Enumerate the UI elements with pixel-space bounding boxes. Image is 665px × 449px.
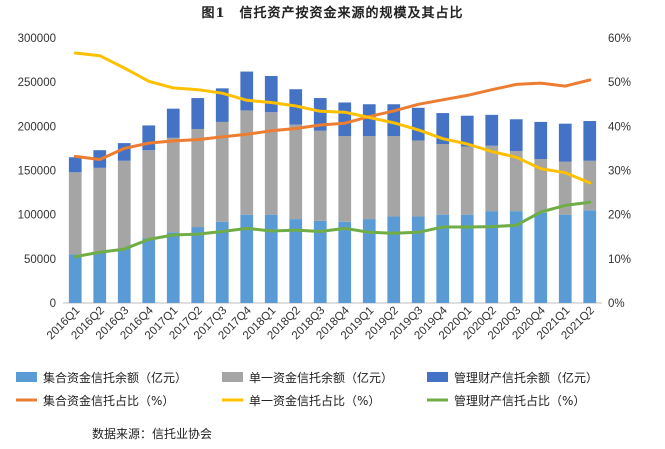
bar-single-2016Q4 <box>142 150 156 239</box>
legend-label: 单一资金信托余额（亿元） <box>249 370 393 385</box>
legend-label: 集合资金信托余额（亿元） <box>43 370 187 385</box>
bar-single-2018Q4 <box>338 136 352 222</box>
x-tick-labels: 2016Q12016Q22016Q32016Q42017Q12017Q22017… <box>45 304 597 342</box>
y-left-tick-label: 200000 <box>18 121 56 133</box>
bar-property-2020Q3 <box>509 119 523 152</box>
bar-collective-2020Q2 <box>485 211 499 303</box>
bar-collective-2016Q3 <box>117 248 131 303</box>
bar-single-2019Q2 <box>387 136 401 217</box>
bar-property-2017Q2 <box>191 98 205 129</box>
y-right-tick-label: 60% <box>608 33 631 45</box>
source-note: 数据来源：信托业协会 <box>92 427 213 441</box>
bar-collective-2020Q4 <box>534 212 548 303</box>
bar-single-2017Q3 <box>215 121 229 222</box>
bar-collective-2019Q1 <box>362 219 376 303</box>
bar-collective-2019Q2 <box>387 216 401 303</box>
y-left-tick-label: 50000 <box>24 254 56 266</box>
legend-label: 管理财产信托占比（%） <box>454 393 585 408</box>
bar-property-2021Q1 <box>558 123 572 162</box>
y-left-tick-label: 300000 <box>18 33 56 45</box>
bar-single-2016Q3 <box>117 160 131 249</box>
legend-swatch <box>427 372 448 382</box>
bar-collective-2018Q2 <box>289 219 303 303</box>
bar-collective-2019Q3 <box>411 216 425 303</box>
bar-collective-2018Q1 <box>264 214 278 303</box>
bar-single-2021Q2 <box>583 160 597 211</box>
bar-property-2018Q1 <box>264 75 278 113</box>
bar-collective-2018Q4 <box>338 221 352 303</box>
y-right-tick-label: 30% <box>608 166 631 178</box>
bar-collective-2020Q3 <box>509 211 523 303</box>
lines-layer <box>73 51 592 259</box>
y-left-tick-label: 250000 <box>18 77 56 89</box>
bar-property-2018Q4 <box>338 102 352 137</box>
legend-label: 管理财产信托余额（亿元） <box>454 370 598 385</box>
legend-label: 集合资金信托占比（%） <box>43 393 174 408</box>
bar-single-2017Q1 <box>166 137 180 233</box>
bar-single-2020Q3 <box>509 151 523 212</box>
bar-property-2019Q3 <box>411 107 425 141</box>
axes-layer: 0 50000 100000 150000 200000 250000 300000 0% 10… <box>18 33 631 310</box>
bar-single-2016Q1 <box>68 172 82 255</box>
bar-property-2019Q1 <box>362 104 376 137</box>
bar-collective-2019Q4 <box>436 214 450 303</box>
bar-property-2016Q4 <box>142 125 156 151</box>
bar-collective-2017Q3 <box>215 221 229 303</box>
bar-single-2016Q2 <box>93 167 107 253</box>
bar-property-2020Q4 <box>534 121 548 160</box>
bar-property-2017Q1 <box>166 108 180 138</box>
bar-collective-2016Q2 <box>93 252 107 303</box>
bar-single-2017Q2 <box>191 128 205 228</box>
y-right-tick-label: 40% <box>608 121 631 133</box>
bar-collective-2017Q4 <box>240 214 254 303</box>
bar-property-2016Q1 <box>68 157 82 173</box>
bar-single-2018Q2 <box>289 124 303 220</box>
bar-collective-2017Q1 <box>166 232 180 303</box>
y-left-tick-label: 150000 <box>18 166 56 178</box>
y-left-tick-label: 100000 <box>18 210 56 222</box>
bar-property-2021Q2 <box>583 121 597 161</box>
bar-single-2019Q1 <box>362 136 376 220</box>
bar-single-2018Q3 <box>313 130 327 221</box>
bar-collective-2016Q1 <box>68 254 82 303</box>
line-single-share <box>73 51 592 185</box>
bar-collective-2020Q1 <box>460 214 474 303</box>
bar-collective-2021Q1 <box>558 214 572 303</box>
bar-single-2018Q1 <box>264 112 278 215</box>
y-left-tick-label: 0 <box>50 298 56 310</box>
y-right-tick-label: 20% <box>608 210 631 222</box>
legend: 集合资金信托余额（亿元） 单一资金信托余额（亿元） 管理财产信托余额（亿元） 集合资金… <box>16 370 598 408</box>
y-right-tick-label: 0% <box>608 298 625 310</box>
bar-collective-2017Q2 <box>191 227 205 303</box>
bar-property-2017Q4 <box>240 71 254 111</box>
bar-single-2019Q3 <box>411 140 425 217</box>
legend-label: 单一资金信托占比（%） <box>249 393 380 408</box>
bar-property-2020Q2 <box>485 114 499 146</box>
y-right-tick-label: 10% <box>608 254 631 266</box>
bar-single-2019Q4 <box>436 144 450 215</box>
bar-collective-2018Q3 <box>313 220 327 303</box>
bar-property-2018Q3 <box>313 98 327 131</box>
bar-property-2017Q3 <box>215 88 229 122</box>
line-collective-share <box>73 78 592 161</box>
legend-swatch <box>222 372 243 382</box>
bar-single-2020Q1 <box>460 146 474 215</box>
legend-swatch <box>16 372 37 382</box>
bar-single-2017Q4 <box>240 110 254 215</box>
bar-single-2020Q4 <box>534 159 548 213</box>
line-property-share <box>73 200 592 259</box>
bar-property-2020Q1 <box>460 115 474 147</box>
bar-collective-2021Q2 <box>583 210 597 303</box>
bar-single-2020Q2 <box>485 145 499 212</box>
y-right-tick-label: 50% <box>608 77 631 89</box>
bar-collective-2016Q4 <box>142 238 156 303</box>
bars-layer <box>68 71 597 303</box>
chart-title: 图1 信托资产按资金来源的规模及其占比 <box>201 6 464 21</box>
